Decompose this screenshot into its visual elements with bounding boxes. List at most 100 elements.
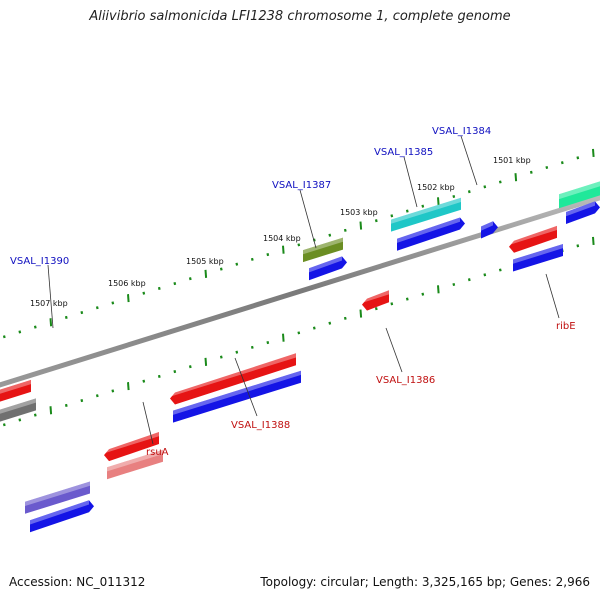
feature-vsal-i1388-gene-body xyxy=(173,370,301,423)
outer-track-minor-tick xyxy=(18,330,22,334)
inner-track-minor-tick xyxy=(405,297,409,301)
feature-vsal-i1384-gene-highlight xyxy=(566,201,595,217)
feature-layer xyxy=(0,181,600,533)
feature-vsal-i1387 xyxy=(303,237,343,263)
feature-ribe-gene-body xyxy=(513,243,563,272)
feature-vsal-i1387-gene-body xyxy=(309,256,347,281)
inner-track-major-tick xyxy=(282,333,285,342)
gene-label-ribe: ribE xyxy=(556,321,576,332)
feature-left-gray xyxy=(0,398,36,422)
outer-track-minor-tick xyxy=(235,262,239,266)
inner-track-minor-tick xyxy=(111,389,115,393)
feature-vsal-i1384-gene xyxy=(566,201,600,225)
outer-track-major-tick xyxy=(359,221,363,230)
feature-left-red xyxy=(0,379,31,402)
outer-track-minor-tick xyxy=(452,194,456,199)
outer-track-minor-tick xyxy=(328,233,332,237)
outer-track-minor-tick xyxy=(250,257,254,261)
inner-track-minor-tick xyxy=(250,345,254,349)
outer-track-minor-tick xyxy=(297,243,301,247)
outer-track-minor-tick xyxy=(576,156,580,160)
inner-track-minor-tick xyxy=(173,370,177,374)
outer-track-major-tick xyxy=(514,173,518,182)
outer-track-minor-tick xyxy=(2,335,6,339)
map-title: Aliivibrio salmonicida LFI1238 chromosom… xyxy=(89,9,511,24)
outer-track-minor-tick xyxy=(142,291,146,295)
inner-track-minor-tick xyxy=(576,244,580,248)
gene-label-vsal-i1386: VSAL_I1386 xyxy=(376,375,435,386)
feature-vsal-i1390-gene-body xyxy=(30,500,94,533)
inner-track-minor-tick xyxy=(421,292,425,296)
inner-track-minor-tick xyxy=(297,331,301,335)
inner-track-minor-tick xyxy=(80,399,84,403)
kbp-label-1503: 1503 kbp xyxy=(340,208,378,217)
inner-track-minor-tick xyxy=(483,273,487,277)
outer-track-minor-tick xyxy=(266,252,270,257)
feature-ribe-highlight xyxy=(509,225,557,245)
kbp-label-1502: 1502 kbp xyxy=(417,183,455,192)
kbp-label-1504: 1504 kbp xyxy=(263,234,301,243)
inner-track-minor-tick xyxy=(266,340,270,345)
inner-track-minor-tick xyxy=(235,350,239,354)
feature-rsua xyxy=(104,431,159,462)
outer-track-minor-tick xyxy=(560,161,564,165)
inner-track-minor-tick xyxy=(374,307,378,311)
feature-vsal-i1385-gene-body xyxy=(397,217,465,251)
accession-text: Accession: NC_011312 xyxy=(9,575,146,589)
feature-vsal-i1388 xyxy=(170,353,296,405)
gene-label-rsua: rsuA xyxy=(146,447,169,458)
inner-track-minor-tick xyxy=(33,413,37,417)
inner-track-major-tick xyxy=(49,406,53,415)
topology-summary-text: Topology: circular; Length: 3,325,165 bp… xyxy=(260,575,590,589)
kbp-label-1505: 1505 kbp xyxy=(186,257,224,266)
feature-vsal-i1387-body xyxy=(303,237,343,263)
feature-ribe xyxy=(509,225,557,253)
gene-label-vsal-i1388: VSAL_I1388 xyxy=(231,420,290,431)
inner-track-minor-tick xyxy=(312,326,316,330)
inner-track-minor-tick xyxy=(498,268,502,272)
inner-track-minor-tick xyxy=(452,282,456,287)
feature-vsal-i1385 xyxy=(391,197,461,232)
inner-track-major-tick xyxy=(359,309,363,318)
inner-track-minor-tick xyxy=(64,403,68,407)
feature-vsal-i1384 xyxy=(559,181,600,209)
outer-track-major-tick xyxy=(49,318,53,327)
outer-track-major-tick xyxy=(127,293,130,303)
outer-track-minor-tick xyxy=(111,301,115,305)
leader-ribe xyxy=(545,273,560,319)
feature-left-red-body xyxy=(0,379,31,402)
feature-vsal-i1387-gene-highlight xyxy=(309,256,342,273)
feature-small-blue xyxy=(481,221,498,239)
inner-track-minor-tick xyxy=(390,302,394,306)
outer-track-minor-tick xyxy=(157,286,161,290)
inner-track-minor-tick xyxy=(2,423,6,427)
inner-track-major-tick xyxy=(204,357,208,366)
feature-vsal-i1385-gene-highlight xyxy=(397,217,460,243)
kbp-label-1506: 1506 kbp xyxy=(108,279,146,288)
outer-track-minor-tick xyxy=(405,209,409,213)
inner-track-minor-tick xyxy=(328,321,332,325)
leader-vsal-i1390 xyxy=(47,264,54,329)
outer-tick-track xyxy=(2,148,595,339)
feature-vsal-i1390 xyxy=(25,481,90,514)
feature-vsal-i1386-body xyxy=(362,290,389,311)
feature-vsal-i1390-gene xyxy=(30,500,94,533)
inner-track-major-tick xyxy=(437,285,440,294)
feature-small-blue-highlight xyxy=(481,221,493,231)
outer-track-minor-tick xyxy=(33,325,37,329)
outer-track-minor-tick xyxy=(545,165,549,170)
feature-vsal-i1386-highlight xyxy=(362,290,389,303)
feature-vsal-i1388-body xyxy=(170,353,296,405)
outer-track-minor-tick xyxy=(80,311,84,315)
feature-vsal-i1387-gene xyxy=(309,256,347,281)
feature-vsal-i1387-highlight xyxy=(303,237,343,255)
outer-track-minor-tick xyxy=(483,185,487,189)
leader-vsal-i1384 xyxy=(460,135,478,186)
inner-track-minor-tick xyxy=(188,365,192,369)
inner-track-minor-tick xyxy=(157,374,161,378)
outer-track-minor-tick xyxy=(498,180,502,184)
feature-ribe-body xyxy=(509,225,557,253)
feature-small-blue-body xyxy=(481,221,498,239)
